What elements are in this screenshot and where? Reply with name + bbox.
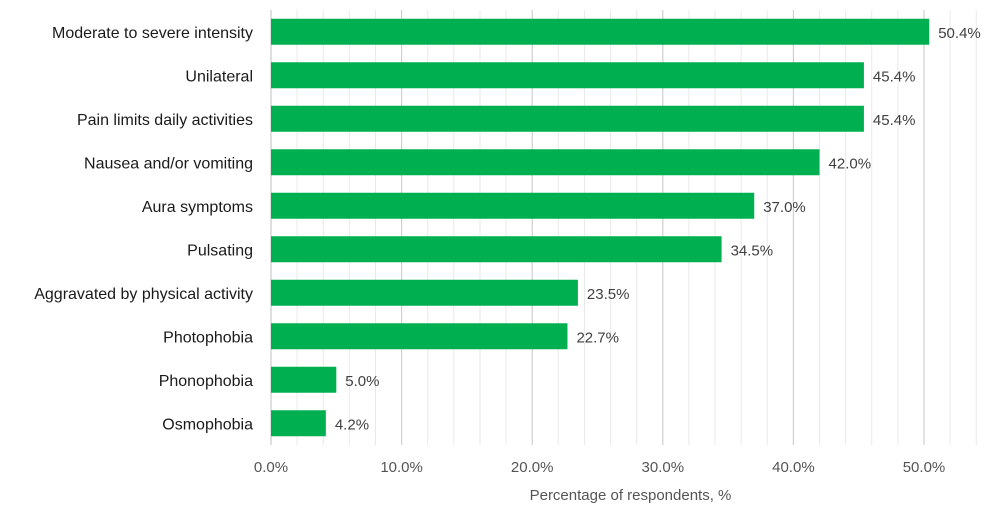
value-label: 22.7%: [576, 329, 619, 346]
value-labels: 50.4% 45.4% 45.4% 42.0% 37.0% 34.5% 23.5% 22.7%…: [335, 25, 981, 434]
value-label: 23.5%: [587, 286, 630, 303]
category-label: Osmophobia: [162, 416, 253, 433]
value-label: 50.4%: [938, 25, 981, 42]
category-label: Phonophobia: [159, 373, 253, 390]
bar: [271, 366, 337, 393]
category-label: Nausea and/or vomiting: [84, 155, 253, 172]
category-label: Photophobia: [163, 329, 253, 346]
bar: [271, 149, 820, 176]
x-tick-label: 40.0%: [772, 459, 815, 476]
bar: [271, 323, 568, 350]
bar: [271, 18, 930, 45]
x-tick-label: 30.0%: [642, 459, 685, 476]
category-label: Aura symptoms: [142, 199, 253, 216]
value-label: 34.5%: [731, 242, 774, 259]
x-tick-label: 50.0%: [903, 459, 946, 476]
x-tick-label: 20.0%: [511, 459, 554, 476]
category-label: Aggravated by physical activity: [34, 286, 253, 303]
x-axis-ticks: 0.0% 10.0% 20.0% 30.0% 40.0% 50.0%: [254, 459, 945, 476]
category-label: Pulsating: [187, 242, 253, 259]
bars: [271, 18, 930, 437]
bar: [271, 192, 755, 219]
bar: [271, 105, 864, 132]
value-label: 5.0%: [345, 373, 379, 390]
category-label: Unilateral: [185, 68, 253, 85]
bar: [271, 236, 722, 263]
bar: [271, 410, 326, 437]
value-label: 37.0%: [763, 199, 806, 216]
x-tick-label: 0.0%: [254, 459, 288, 476]
bar: [271, 62, 864, 89]
x-axis-title: Percentage of respondents, %: [530, 487, 732, 504]
value-label: 45.4%: [873, 112, 916, 129]
category-label: Moderate to severe intensity: [52, 25, 253, 42]
x-tick-label: 10.0%: [380, 459, 423, 476]
category-label: Pain limits daily activities: [77, 112, 253, 129]
value-label: 45.4%: [873, 68, 916, 85]
value-label: 42.0%: [829, 155, 872, 172]
value-label: 4.2%: [335, 416, 369, 433]
category-labels: Moderate to severe intensity Unilateral Pa…: [34, 25, 253, 434]
bar: [271, 279, 578, 306]
